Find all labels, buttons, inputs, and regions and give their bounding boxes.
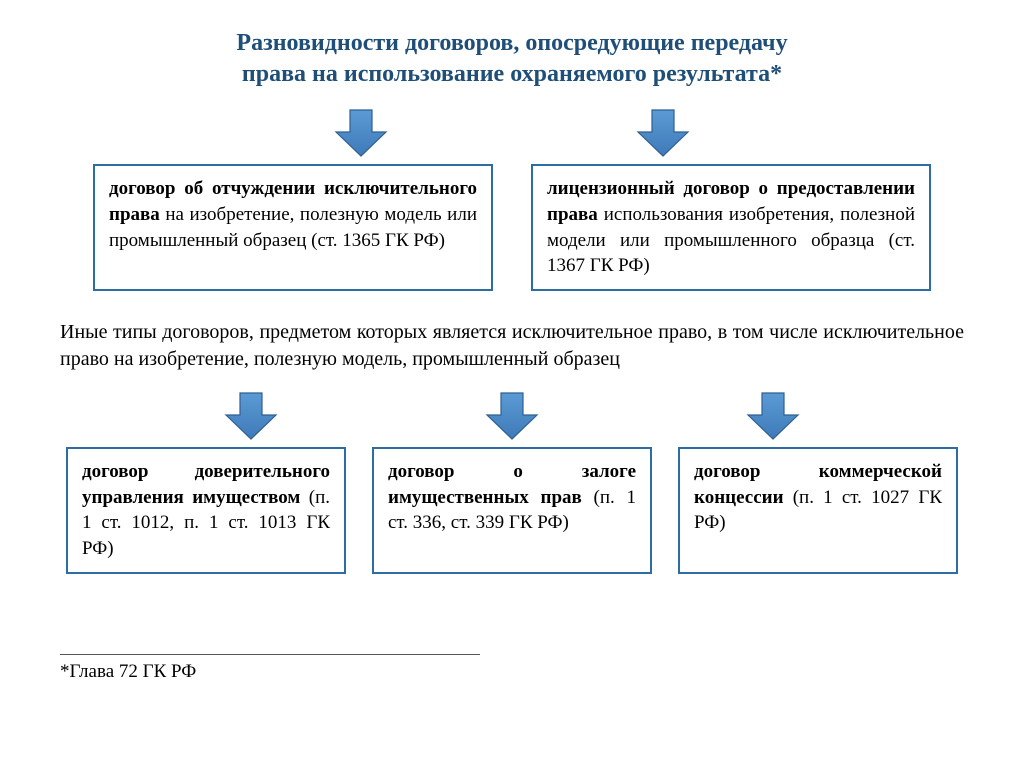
- page-title: Разновидности договоров, опосредующие пе…: [60, 28, 964, 90]
- middle-paragraph: Иные типы договоров, предметом которых я…: [60, 319, 964, 373]
- contract-box: договор об отчуждении исключительного пр…: [93, 164, 493, 291]
- box-rest: на изобретение, полезную модель или пром…: [109, 204, 477, 251]
- bottom-arrows-row: [60, 391, 964, 441]
- down-arrow-icon: [222, 391, 280, 441]
- contract-box: договор о залоге имущественных прав (п. …: [372, 447, 652, 574]
- contract-box: договор доверительного управления имущес…: [66, 447, 346, 574]
- contract-box: договор коммерческой концессии (п. 1 ст.…: [678, 447, 958, 574]
- contract-box: лицензионный договор о предоставлении пр…: [531, 164, 931, 291]
- down-arrow-icon: [332, 108, 390, 158]
- top-arrows-row: [60, 108, 964, 158]
- footnote-text: *Глава 72 ГК РФ: [60, 655, 964, 683]
- down-arrow-icon: [634, 108, 692, 158]
- box-bold: договор доверительного управления имущес…: [82, 461, 330, 508]
- box-rest: использования изобретения, полезной моде…: [547, 204, 915, 276]
- down-arrow-icon: [483, 391, 541, 441]
- down-arrow-icon: [744, 391, 802, 441]
- top-boxes-row: договор об отчуждении исключительного пр…: [60, 164, 964, 291]
- bottom-boxes-row: договор доверительного управления имущес…: [60, 447, 964, 574]
- title-line-2: права на использование охраняемого резул…: [242, 61, 782, 87]
- title-line-1: Разновидности договоров, опосредующие пе…: [236, 30, 787, 56]
